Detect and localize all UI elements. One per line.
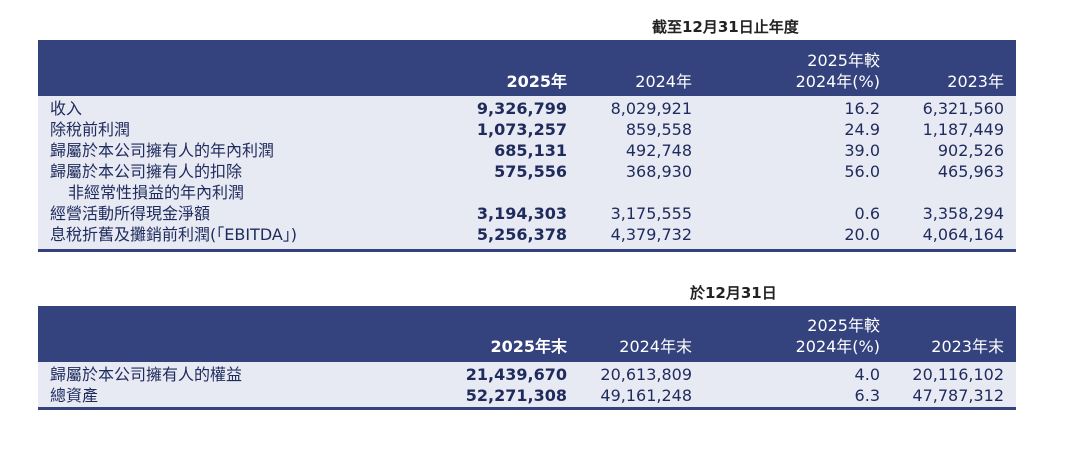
table-row: 除稅前利潤 1,073,257 859,558 24.9 1,187,449 (38, 119, 1016, 140)
header-2023-end: 2023年末 (931, 337, 1004, 356)
value-2023: 465,963 (937, 162, 1004, 181)
value-change: 16.2 (844, 99, 880, 118)
table-row: 歸屬於本公司擁有人的權益 21,439,670 20,613,809 4.0 2… (38, 364, 1016, 385)
financial-summary-table: 2025年 2024年 2025年較 2024年(%) 2023年 收入 9,3… (38, 40, 1016, 252)
row-label-line2: 非經常性損益的年內利潤 (68, 183, 245, 202)
value-2023: 902,526 (937, 141, 1004, 160)
value-change: 24.9 (844, 120, 880, 139)
value-2025: 685,131 (494, 141, 567, 160)
value-2023: 3,358,294 (922, 204, 1004, 223)
value-change: 4.0 (854, 365, 880, 384)
value-2023: 1,187,449 (922, 120, 1004, 139)
row-label-line1: 歸屬於本公司擁有人的扣除 (50, 162, 243, 181)
header-2025-end: 2025年末 (490, 337, 567, 356)
table-header: 2025年 2024年 2025年較 2024年(%) 2023年 (38, 40, 1016, 96)
table-body: 歸屬於本公司擁有人的權益 21,439,670 20,613,809 4.0 2… (38, 362, 1016, 410)
header-change-line1: 2025年較 (807, 316, 880, 335)
row-label: 歸屬於本公司擁有人的年內利潤 (50, 141, 275, 160)
table-row: 收入 9,326,799 8,029,921 16.2 6,321,560 (38, 98, 1016, 119)
value-2023-end: 47,787,312 (912, 386, 1004, 405)
value-2024: 492,748 (625, 141, 692, 160)
header-2024-end: 2024年末 (619, 337, 692, 356)
value-2023: 6,321,560 (922, 99, 1004, 118)
value-2025: 5,256,378 (476, 225, 567, 244)
value-2025: 575,556 (494, 162, 567, 181)
value-2024-end: 49,161,248 (600, 386, 692, 405)
value-change: 39.0 (844, 141, 880, 160)
value-2023-end: 20,116,102 (912, 365, 1004, 384)
value-2025: 9,326,799 (476, 99, 567, 118)
value-2024: 859,558 (625, 120, 692, 139)
table-row: 歸屬於本公司擁有人的扣除 非經常性損益的年內利潤 575,556 368,930… (38, 161, 1016, 203)
table-body: 收入 9,326,799 8,029,921 16.2 6,321,560 除稅… (38, 96, 1016, 252)
table-row: 歸屬於本公司擁有人的年內利潤 685,131 492,748 39.0 902,… (38, 140, 1016, 161)
balance-summary-table: 2025年末 2024年末 2025年較 2024年(%) 2023年末 歸屬於… (38, 306, 1016, 410)
table2-caption: 於12月31日 (690, 284, 777, 302)
value-2023: 4,064,164 (922, 225, 1004, 244)
value-2024: 4,379,732 (610, 225, 692, 244)
value-2024: 3,175,555 (610, 204, 692, 223)
table-row: 經營活動所得現金淨額 3,194,303 3,175,555 0.6 3,358… (38, 203, 1016, 224)
table1-caption: 截至12月31日止年度 (652, 18, 799, 36)
row-label: 除稅前利潤 (50, 120, 131, 139)
header-change-line1: 2025年較 (807, 51, 880, 70)
row-label: 歸屬於本公司擁有人的扣除 非經常性損益的年內利潤 (50, 161, 244, 203)
value-2025-end: 21,439,670 (465, 365, 567, 384)
value-2024-end: 20,613,809 (600, 365, 692, 384)
header-change-line2: 2024年(%) (795, 72, 880, 91)
table-header: 2025年末 2024年末 2025年較 2024年(%) 2023年末 (38, 306, 1016, 362)
table-row: 息稅折舊及攤銷前利潤(「EBITDA」) 5,256,378 4,379,732… (38, 224, 1016, 245)
value-change: 0.6 (854, 204, 880, 223)
value-2025: 1,073,257 (476, 120, 567, 139)
value-2024: 8,029,921 (610, 99, 692, 118)
header-change-line2: 2024年(%) (795, 337, 880, 356)
value-2025-end: 52,271,308 (465, 386, 567, 405)
row-label: 經營活動所得現金淨額 (50, 204, 211, 223)
header-2023: 2023年 (947, 72, 1004, 91)
row-label: 總資產 (50, 386, 99, 405)
header-2025: 2025年 (506, 72, 567, 91)
header-2024: 2024年 (635, 72, 692, 91)
value-change: 6.3 (854, 386, 880, 405)
row-label: 息稅折舊及攤銷前利潤(「EBITDA」) (50, 225, 298, 244)
value-2025: 3,194,303 (476, 204, 567, 223)
row-label: 歸屬於本公司擁有人的權益 (50, 365, 243, 384)
value-change: 56.0 (844, 162, 880, 181)
table-row: 總資產 52,271,308 49,161,248 6.3 47,787,312 (38, 385, 1016, 406)
value-2024: 368,930 (625, 162, 692, 181)
row-label: 收入 (50, 99, 83, 118)
value-change: 20.0 (844, 225, 880, 244)
